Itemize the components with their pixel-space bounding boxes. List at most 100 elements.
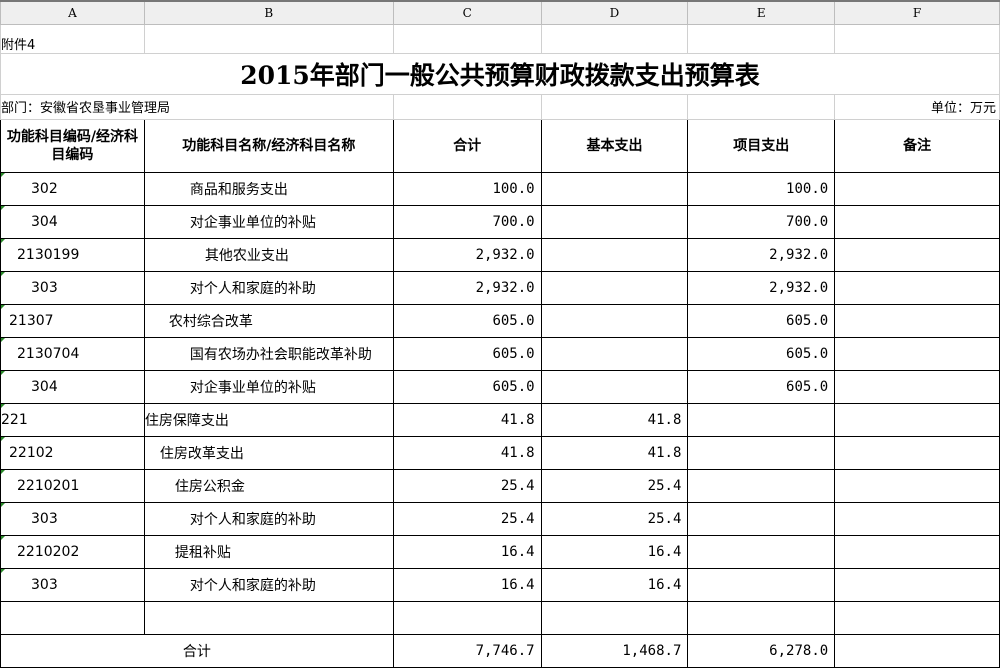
total-cell[interactable]: 100.0 xyxy=(392,171,542,206)
total-cell[interactable]: 700.0 xyxy=(392,204,542,239)
remarks-cell[interactable] xyxy=(834,567,1000,602)
project-cell[interactable]: 2,932.0 xyxy=(687,237,836,272)
header-name[interactable]: 功能科目名称/经济科目名称 xyxy=(143,118,394,173)
project-cell[interactable]: 605.0 xyxy=(687,336,836,371)
total-cell[interactable]: 25.4 xyxy=(392,501,542,536)
basic-cell[interactable]: 25.4 xyxy=(540,501,689,536)
page-title[interactable]: 2015年部门一般公共预算财政拨款支出预算表 xyxy=(0,52,1000,95)
name-cell[interactable]: 其他农业支出 xyxy=(143,237,394,272)
cell[interactable] xyxy=(392,600,542,635)
code-cell[interactable]: 303 xyxy=(0,567,145,602)
total-cell[interactable]: 41.8 xyxy=(392,435,542,470)
cell[interactable] xyxy=(540,23,689,54)
cell[interactable] xyxy=(540,600,689,635)
basic-cell[interactable] xyxy=(540,303,689,338)
basic-cell[interactable] xyxy=(540,171,689,206)
department-label[interactable]: 部门：安徽省农垦事业管理局 xyxy=(0,93,394,120)
basic-cell[interactable]: 41.8 xyxy=(540,402,689,437)
basic-cell[interactable] xyxy=(540,270,689,305)
basic-cell[interactable] xyxy=(540,369,689,404)
code-cell[interactable]: 21307 xyxy=(0,303,145,338)
project-cell[interactable]: 100.0 xyxy=(687,171,836,206)
basic-cell[interactable] xyxy=(540,237,689,272)
header-basic[interactable]: 基本支出 xyxy=(540,118,689,173)
project-cell[interactable] xyxy=(687,468,836,503)
total-cell[interactable]: 41.8 xyxy=(392,402,542,437)
total-cell[interactable]: 605.0 xyxy=(392,336,542,371)
project-cell[interactable] xyxy=(687,567,836,602)
basic-cell[interactable]: 41.8 xyxy=(540,435,689,470)
name-cell[interactable]: 对个人和家庭的补助 xyxy=(143,270,394,305)
remarks-cell[interactable] xyxy=(834,204,1000,239)
attachment-label[interactable]: 附件4 xyxy=(0,23,145,54)
name-cell[interactable]: 住房改革支出 xyxy=(143,435,394,470)
basic-total[interactable]: 1,468.7 xyxy=(540,633,689,668)
total-cell[interactable]: 25.4 xyxy=(392,468,542,503)
basic-cell[interactable]: 16.4 xyxy=(540,534,689,569)
cell[interactable] xyxy=(687,93,836,120)
project-cell[interactable] xyxy=(687,534,836,569)
header-total[interactable]: 合计 xyxy=(392,118,542,173)
project-cell[interactable]: 605.0 xyxy=(687,369,836,404)
column-header-e[interactable]: E xyxy=(687,0,836,25)
code-cell[interactable]: 221 xyxy=(0,402,145,437)
code-cell[interactable]: 2210202 xyxy=(0,534,145,569)
cell[interactable] xyxy=(687,600,836,635)
remarks-cell[interactable] xyxy=(834,270,1000,305)
remarks-cell[interactable] xyxy=(834,633,1000,668)
remarks-cell[interactable] xyxy=(834,534,1000,569)
total-cell[interactable]: 2,932.0 xyxy=(392,237,542,272)
remarks-cell[interactable] xyxy=(834,435,1000,470)
header-remarks[interactable]: 备注 xyxy=(834,118,1000,173)
code-cell[interactable]: 2130704 xyxy=(0,336,145,371)
remarks-cell[interactable] xyxy=(834,402,1000,437)
total-cell[interactable]: 2,932.0 xyxy=(392,270,542,305)
project-cell[interactable]: 2,932.0 xyxy=(687,270,836,305)
cell[interactable] xyxy=(143,600,394,635)
project-cell[interactable] xyxy=(687,435,836,470)
code-cell[interactable]: 2210201 xyxy=(0,468,145,503)
unit-label[interactable]: 单位：万元 xyxy=(834,93,1000,120)
column-header-a[interactable]: A xyxy=(0,0,145,25)
remarks-cell[interactable] xyxy=(834,501,1000,536)
name-cell[interactable]: 住房保障支出 xyxy=(143,402,394,437)
basic-cell[interactable]: 25.4 xyxy=(540,468,689,503)
cell[interactable] xyxy=(143,23,394,54)
project-total[interactable]: 6,278.0 xyxy=(687,633,836,668)
cell[interactable] xyxy=(392,23,542,54)
basic-cell[interactable] xyxy=(540,204,689,239)
header-code[interactable]: 功能科目编码/经济科目编码 xyxy=(0,118,145,173)
project-cell[interactable]: 700.0 xyxy=(687,204,836,239)
code-cell[interactable]: 2130199 xyxy=(0,237,145,272)
remarks-cell[interactable] xyxy=(834,237,1000,272)
name-cell[interactable]: 住房公积金 xyxy=(143,468,394,503)
cell[interactable] xyxy=(834,23,1000,54)
name-cell[interactable]: 对个人和家庭的补助 xyxy=(143,501,394,536)
code-cell[interactable]: 302 xyxy=(0,171,145,206)
grand-total[interactable]: 7,746.7 xyxy=(392,633,542,668)
remarks-cell[interactable] xyxy=(834,369,1000,404)
cell[interactable] xyxy=(392,93,542,120)
name-cell[interactable]: 国有农场办社会职能改革补助 xyxy=(143,336,394,371)
total-cell[interactable]: 16.4 xyxy=(392,534,542,569)
total-cell[interactable]: 16.4 xyxy=(392,567,542,602)
remarks-cell[interactable] xyxy=(834,468,1000,503)
code-cell[interactable]: 304 xyxy=(0,369,145,404)
code-cell[interactable]: 22102 xyxy=(0,435,145,470)
basic-cell[interactable]: 16.4 xyxy=(540,567,689,602)
name-cell[interactable]: 对企事业单位的补贴 xyxy=(143,369,394,404)
project-cell[interactable] xyxy=(687,501,836,536)
header-project[interactable]: 项目支出 xyxy=(687,118,836,173)
code-cell[interactable]: 304 xyxy=(0,204,145,239)
remarks-cell[interactable] xyxy=(834,336,1000,371)
name-cell[interactable]: 对个人和家庭的补助 xyxy=(143,567,394,602)
column-header-c[interactable]: C xyxy=(392,0,542,25)
name-cell[interactable]: 农村综合改革 xyxy=(143,303,394,338)
name-cell[interactable]: 提租补贴 xyxy=(143,534,394,569)
name-cell[interactable]: 商品和服务支出 xyxy=(143,171,394,206)
column-header-b[interactable]: B xyxy=(143,0,394,25)
column-header-d[interactable]: D xyxy=(540,0,689,25)
project-cell[interactable] xyxy=(687,402,836,437)
cell[interactable] xyxy=(540,93,689,120)
code-cell[interactable]: 303 xyxy=(0,270,145,305)
